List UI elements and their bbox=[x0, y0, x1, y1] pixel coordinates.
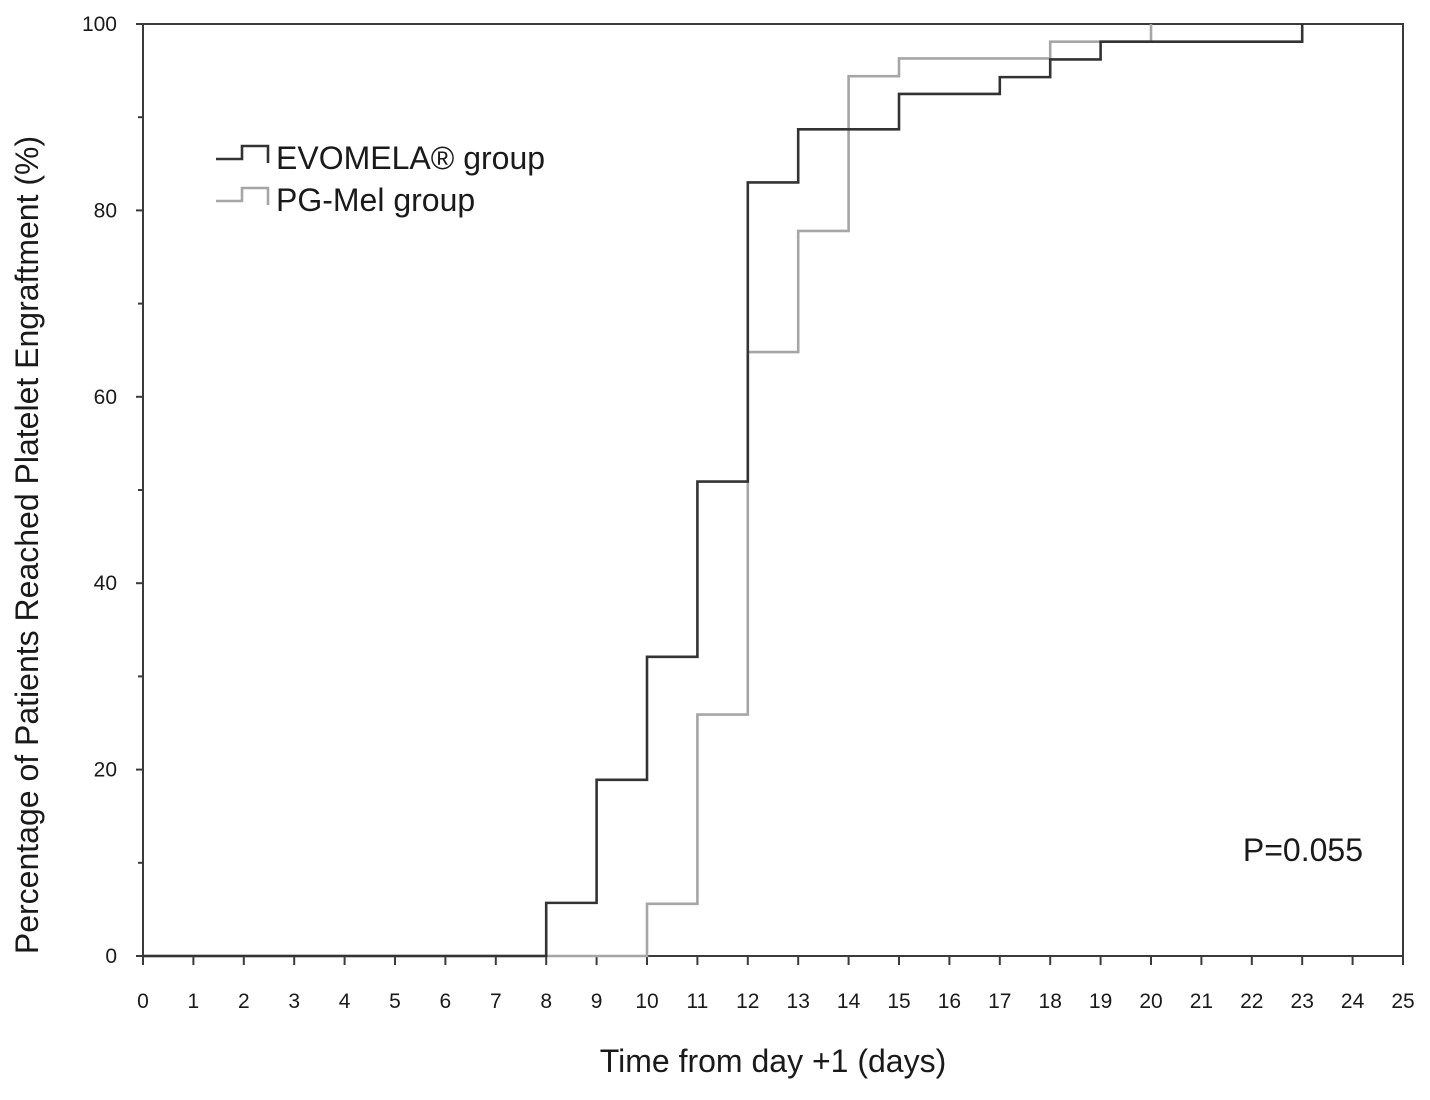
x-tick-label: 9 bbox=[591, 990, 603, 1013]
x-tick-label: 6 bbox=[440, 990, 452, 1013]
y-axis: 0 20 40 60 80 100 bbox=[82, 13, 143, 968]
x-tick-label: 17 bbox=[988, 990, 1011, 1013]
annotation-p-value: P=0.055 bbox=[1243, 832, 1363, 868]
y-tick-label: 0 bbox=[105, 945, 117, 968]
x-tick-label: 10 bbox=[635, 990, 658, 1013]
x-tick-label: 13 bbox=[787, 990, 810, 1013]
x-tick-label: 21 bbox=[1190, 990, 1213, 1013]
legend: EVOMELA® group PG-Mel group bbox=[216, 140, 545, 218]
legend-label: PG-Mel group bbox=[276, 182, 475, 218]
x-tick-label: 8 bbox=[540, 990, 552, 1013]
x-tick-label: 3 bbox=[288, 990, 300, 1013]
legend-swatch bbox=[216, 186, 270, 205]
x-axis-title: Time from day +1 (days) bbox=[600, 1043, 946, 1079]
y-tick-label: 60 bbox=[94, 386, 117, 409]
x-tick-label: 25 bbox=[1391, 990, 1414, 1013]
x-tick-label: 2 bbox=[238, 990, 250, 1013]
x-tick-label: 11 bbox=[686, 990, 708, 1013]
x-tick-label: 23 bbox=[1291, 990, 1314, 1013]
x-tick-label: 19 bbox=[1089, 990, 1112, 1013]
series-line-evomela bbox=[143, 24, 1304, 958]
x-tick-label: 4 bbox=[339, 990, 351, 1013]
x-tick-label: 5 bbox=[389, 990, 401, 1013]
x-tick-label: 12 bbox=[736, 990, 759, 1013]
y-tick-label: 40 bbox=[94, 572, 117, 595]
x-tick-label: 15 bbox=[887, 990, 910, 1013]
x-tick-label: 18 bbox=[1039, 990, 1062, 1013]
series-line-pg-mel bbox=[143, 24, 1153, 958]
x-tick-label: 16 bbox=[938, 990, 961, 1013]
y-tick-label: 100 bbox=[82, 13, 117, 36]
y-tick-label: 20 bbox=[94, 759, 117, 782]
x-axis: 0 1 2 3 4 5 6 7 8 9 10 11 12 13 14 15 16 17 18 19 20 21 22 23 24… bbox=[137, 956, 1415, 1013]
x-tick-label: 7 bbox=[490, 990, 502, 1013]
legend-swatch bbox=[216, 144, 270, 163]
y-tick-label: 80 bbox=[94, 199, 117, 222]
x-tick-label: 24 bbox=[1341, 990, 1365, 1013]
x-tick-label: 14 bbox=[837, 990, 861, 1013]
legend-label: EVOMELA® group bbox=[276, 140, 545, 176]
x-tick-label: 22 bbox=[1240, 990, 1263, 1013]
x-tick-label: 1 bbox=[188, 990, 200, 1013]
y-axis-title: Percentage of Patients Reached Platelet … bbox=[9, 136, 45, 954]
x-tick-label: 20 bbox=[1139, 990, 1162, 1013]
x-tick-label: 0 bbox=[137, 990, 149, 1013]
series-layer bbox=[143, 24, 1304, 958]
